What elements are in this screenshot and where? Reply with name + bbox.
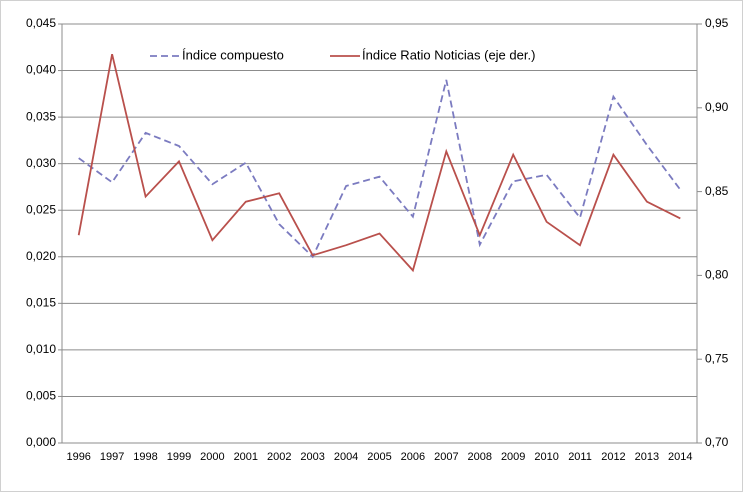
x-tick-label: 1996 <box>66 451 90 463</box>
x-tick-label: 2000 <box>200 451 224 463</box>
y-tick-label: 0,040 <box>26 63 56 77</box>
legend-label: Índice Ratio Noticias (eje der.) <box>362 47 535 62</box>
x-tick-label: 2011 <box>568 451 592 463</box>
x-tick-label: 2006 <box>401 451 425 463</box>
y-tick-label: 0,005 <box>26 389 56 403</box>
x-tick-label: 2005 <box>367 451 391 463</box>
x-tick-label: 2013 <box>635 451 659 463</box>
y-tick-label: 0,030 <box>26 156 56 170</box>
x-tick-label: 2007 <box>434 451 458 463</box>
x-tick-label: 2008 <box>468 451 492 463</box>
x-tick-label: 2014 <box>668 451 692 463</box>
series-line <box>77 53 681 273</box>
x-tick-label: 1999 <box>167 451 191 463</box>
y-tick-label: 0,045 <box>26 16 56 30</box>
x-tick-label: 2003 <box>300 451 324 463</box>
x-tick-label: 1998 <box>133 451 157 463</box>
x-tick-label: 2010 <box>534 451 558 463</box>
y2-tick-label: 0,95 <box>705 16 729 30</box>
y-tick-label: 0,015 <box>26 296 56 310</box>
y-tick-label: 0,025 <box>26 202 56 216</box>
x-tick-label: 2009 <box>501 451 525 463</box>
y2-tick-label: 0,85 <box>705 184 729 198</box>
y-tick-label: 0,000 <box>26 435 56 449</box>
x-tick-label: 2012 <box>601 451 625 463</box>
y2-tick-label: 0,70 <box>705 435 729 449</box>
legend-label: Índice compuesto <box>182 47 284 62</box>
y2-tick-label: 0,80 <box>705 268 729 282</box>
y-tick-label: 0,020 <box>26 249 56 263</box>
y2-tick-label: 0,90 <box>705 100 729 114</box>
y-tick-label: 0,035 <box>26 109 56 123</box>
series-line <box>78 79 682 259</box>
y-tick-label: 0,010 <box>26 342 56 356</box>
x-tick-label: 2004 <box>334 451 358 463</box>
x-tick-label: 2002 <box>267 451 291 463</box>
x-tick-label: 2001 <box>234 451 258 463</box>
x-tick-label: 1997 <box>100 451 124 463</box>
y2-tick-label: 0,75 <box>705 351 729 365</box>
